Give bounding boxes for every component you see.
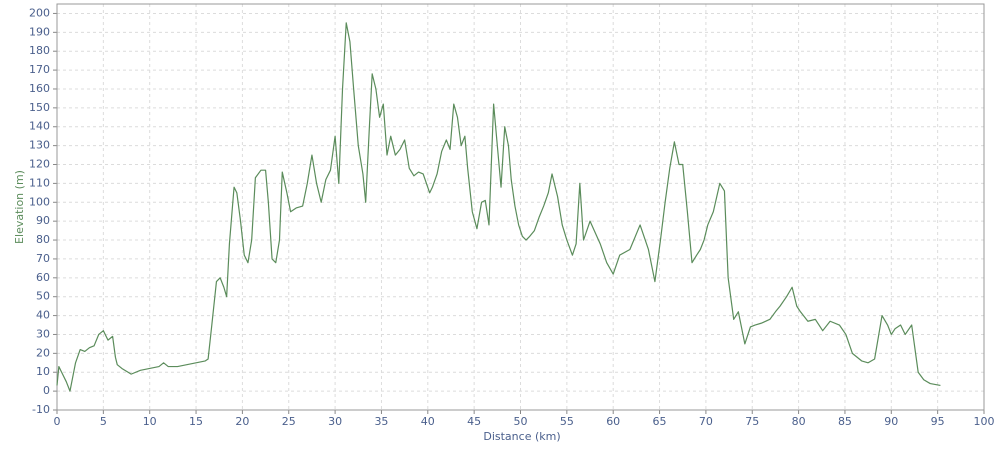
y-tick-label: 30 xyxy=(36,327,50,340)
x-tick-label: 85 xyxy=(838,415,852,428)
y-tick-label: 0 xyxy=(43,384,50,397)
y-tick-label: 50 xyxy=(36,290,50,303)
x-tick-label: 35 xyxy=(374,415,388,428)
x-tick-label: 30 xyxy=(328,415,342,428)
x-tick-label: 20 xyxy=(235,415,249,428)
x-axis-title: Distance (km) xyxy=(483,430,560,443)
y-tick-label: 70 xyxy=(36,252,50,265)
x-tick-label: 70 xyxy=(699,415,713,428)
y-tick-label: 130 xyxy=(29,139,50,152)
y-tick-label: 170 xyxy=(29,63,50,76)
y-tick-label: 80 xyxy=(36,233,50,246)
x-tick-label: 15 xyxy=(189,415,203,428)
y-tick-label: -10 xyxy=(32,403,50,416)
x-tick-label: 40 xyxy=(421,415,435,428)
y-tick-label: 160 xyxy=(29,82,50,95)
y-tick-label: 120 xyxy=(29,158,50,171)
y-axis-title: Elevation (m) xyxy=(13,170,26,244)
y-tick-label: 110 xyxy=(29,176,50,189)
plot-frame xyxy=(56,3,985,411)
x-tick-label: 50 xyxy=(514,415,528,428)
x-tick-label: 60 xyxy=(606,415,620,428)
x-tick-label: 25 xyxy=(282,415,296,428)
y-tick-label: 180 xyxy=(29,44,50,57)
x-tick-label: 80 xyxy=(792,415,806,428)
y-tick-label: 40 xyxy=(36,309,50,322)
y-tick-label: 150 xyxy=(29,101,50,114)
y-tick-label: 190 xyxy=(29,25,50,38)
x-tick-label: 75 xyxy=(745,415,759,428)
elevation-line xyxy=(56,22,941,392)
y-tick-label: 100 xyxy=(29,195,50,208)
x-tick-label: 55 xyxy=(560,415,574,428)
x-tick-label: 45 xyxy=(467,415,481,428)
y-tick-label: 60 xyxy=(36,271,50,284)
x-tick-label: 10 xyxy=(143,415,157,428)
x-tick-label: 0 xyxy=(54,415,61,428)
y-tick-label: 10 xyxy=(36,365,50,378)
y-tick-label: 140 xyxy=(29,120,50,133)
y-tick-label: 200 xyxy=(29,6,50,19)
y-tick-label: 90 xyxy=(36,214,50,227)
x-tick-label: 65 xyxy=(653,415,667,428)
x-tick-label: 5 xyxy=(100,415,107,428)
x-tick-label: 100 xyxy=(974,415,995,428)
y-tick-label: 20 xyxy=(36,346,50,359)
x-tick-label: 90 xyxy=(884,415,898,428)
x-tick-label: 95 xyxy=(931,415,945,428)
